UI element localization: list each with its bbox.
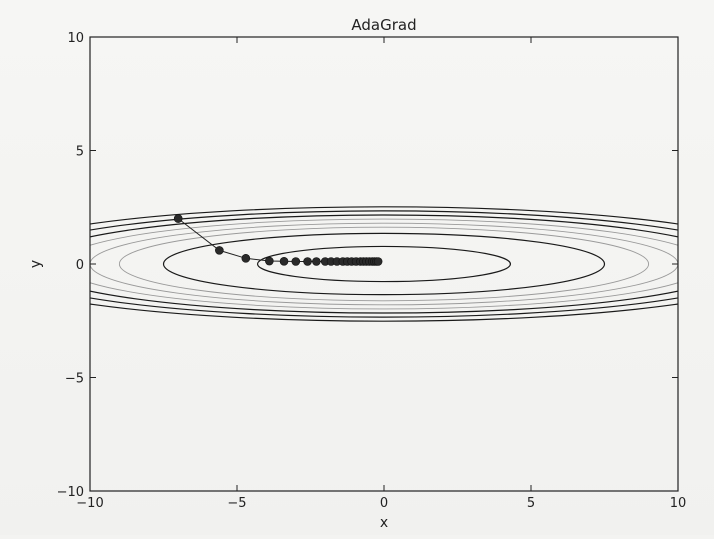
y-axis-label: y: [28, 260, 44, 268]
contour-line-5: [90, 218, 678, 310]
x-axis-label: x: [380, 515, 388, 531]
contour-line-8: [90, 206, 678, 322]
y-axis-ticks: −10 −5 0 5 10: [57, 31, 678, 500]
path-point-6: [291, 257, 301, 266]
plot-frame: [89, 36, 679, 492]
y-tick-label: −5: [65, 372, 84, 387]
y-tick-label: 10: [67, 31, 84, 46]
path-point-7: [303, 257, 312, 266]
optimizer-path: [173, 214, 383, 266]
chart-title: AdaGrad: [351, 16, 416, 34]
contour-lines: [90, 206, 678, 322]
x-tick-label: 10: [670, 496, 687, 511]
contour-line-7: [90, 210, 678, 318]
y-tick-label: −10: [57, 485, 84, 500]
path-point-23: [373, 257, 383, 266]
y-tick-label: 0: [76, 258, 84, 273]
contour-line-6: [90, 214, 678, 314]
contour-line-2: [162, 232, 606, 296]
x-tick-label: −5: [227, 496, 246, 511]
path-point-8: [312, 257, 321, 266]
path-point-5: [279, 256, 289, 266]
x-tick-label: −10: [76, 496, 103, 511]
x-tick-label: 0: [380, 496, 388, 511]
contour-line-3: [118, 226, 650, 302]
path-point-1: [173, 214, 183, 223]
contour-line-4: [90, 222, 678, 306]
path-point-4: [265, 256, 274, 266]
path-point-2: [215, 246, 224, 255]
x-tick-label: 5: [527, 496, 535, 511]
y-tick-label: 5: [76, 145, 84, 160]
x-axis-ticks: −10 −5 0 5 10: [76, 37, 686, 511]
path-line: [177, 218, 379, 262]
path-point-3: [241, 254, 251, 263]
contour-line-1: [256, 245, 512, 283]
